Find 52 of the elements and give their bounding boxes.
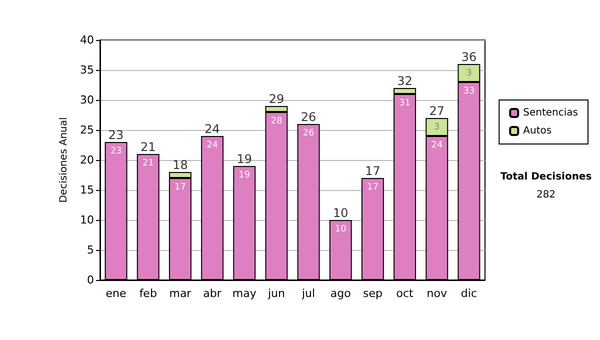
data-label: 17: [366, 182, 378, 192]
total-label: 26: [300, 110, 316, 124]
x-tick-label: sep: [362, 287, 382, 300]
data-label: 24: [431, 140, 443, 150]
data-label: 21: [142, 158, 154, 168]
data-label: 24: [206, 140, 218, 150]
total-label: 27: [429, 104, 445, 118]
text: 282: [536, 190, 556, 200]
total-label: 18: [172, 158, 188, 172]
x-tick-label: jun: [266, 287, 285, 300]
x-tick-label: may: [232, 287, 257, 300]
total-label: 23: [108, 128, 124, 142]
y-tick-label: 35: [80, 64, 94, 76]
legend-label: Autos: [523, 126, 552, 136]
data-label: 17: [174, 182, 186, 192]
data-label: 3: [466, 68, 472, 78]
legend-label: Sentencias: [523, 108, 578, 118]
total-label: 19: [236, 152, 252, 166]
total-label: 24: [204, 122, 220, 136]
x-tick-label: ago: [330, 287, 352, 300]
x-tick-label: jul: [300, 287, 316, 300]
y-axis-title: Decisiones Anual: [58, 117, 70, 203]
data-label: 10: [334, 224, 347, 234]
data-label: 19: [238, 170, 250, 180]
total-label: 36: [461, 50, 477, 64]
x-tick-label: ene: [106, 287, 127, 300]
total-label: 17: [365, 164, 380, 178]
y-tick-label: 15: [80, 184, 94, 196]
x-tick-label: mar: [169, 287, 192, 300]
x-tick-label: nov: [426, 287, 448, 300]
data-label: 26: [302, 128, 315, 138]
x-tick-label: dic: [460, 287, 478, 300]
total-label: 21: [140, 140, 156, 154]
total-label: 29: [268, 92, 284, 106]
x-tick-label: oct: [396, 287, 414, 300]
y-tick-label: 0: [87, 274, 94, 286]
x-tick-label: feb: [139, 287, 157, 300]
total-label: 10: [332, 206, 348, 220]
data-label: 31: [399, 98, 411, 108]
text: Total Decisiones: [500, 172, 592, 182]
total-label: 32: [397, 74, 412, 88]
data-label: 3: [434, 122, 440, 132]
data-label: 23: [110, 146, 122, 156]
y-tick-label: 25: [80, 124, 94, 136]
y-tick-label: 30: [80, 94, 94, 106]
data-label: 33: [463, 86, 475, 96]
y-tick-label: 10: [80, 214, 94, 226]
y-tick-label: 5: [87, 244, 94, 256]
y-tick-label: 20: [80, 154, 94, 166]
y-tick-label: 40: [80, 34, 94, 46]
data-label: 28: [270, 116, 282, 126]
x-tick-label: abr: [203, 287, 222, 300]
